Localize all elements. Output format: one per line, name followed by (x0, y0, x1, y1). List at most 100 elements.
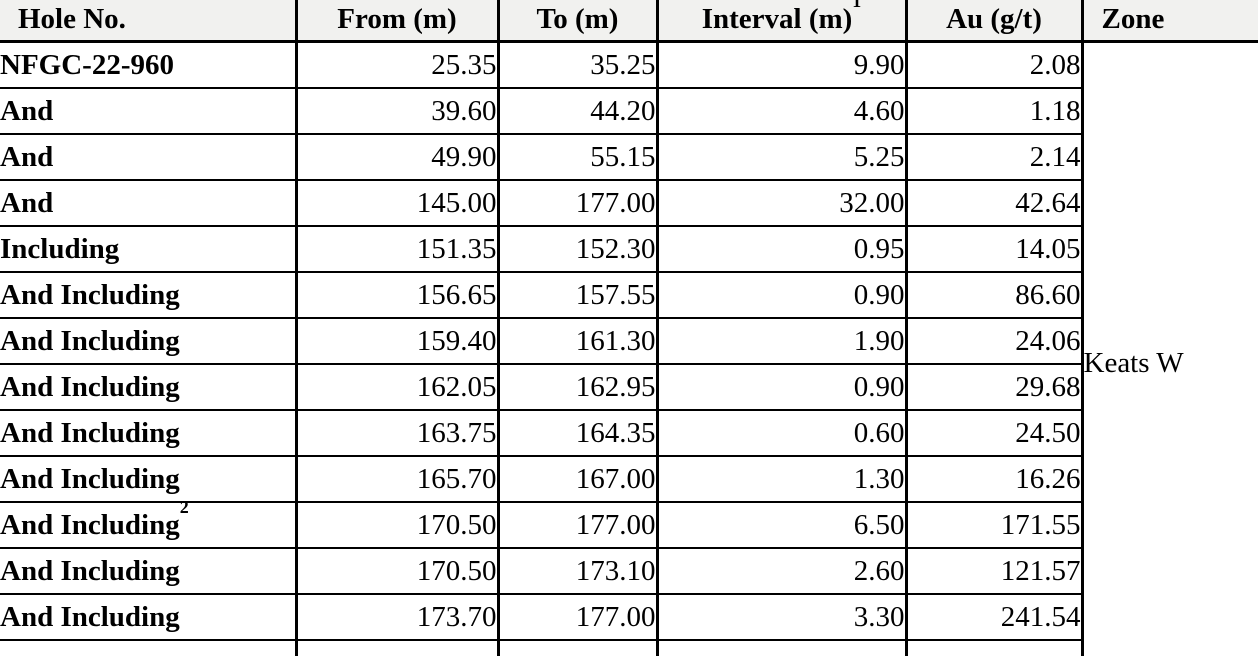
cell-to: 55.15 (496, 133, 659, 181)
cell-interval: 4.60 (655, 87, 908, 135)
cutoff-cell (904, 639, 1084, 656)
table-row: And Including 170.50 173.10 2.60 121.57 (0, 547, 1258, 595)
cutoff-cell (655, 639, 908, 656)
header-cell-interval: Interval (m)1 (655, 0, 908, 43)
cell-to: 44.20 (496, 87, 659, 135)
header-cell-au: Au (g/t) (904, 0, 1084, 43)
header-label: Zone (1101, 2, 1165, 35)
hole-label: And Including (0, 554, 180, 587)
cell-interval: 0.60 (655, 409, 908, 457)
cell-from: 156.65 (294, 271, 500, 319)
hole-label: And Including (0, 416, 180, 449)
table-row: And Including2 170.50 177.00 6.50 171.55 (0, 501, 1258, 549)
cell-from: 151.35 (294, 225, 500, 273)
header-row: Hole No. From (m) To (m) Interval (m)1 Au (g… (0, 0, 1258, 43)
cell-au: 24.50 (904, 409, 1084, 457)
hole-label: And Including (0, 462, 180, 495)
table-row: And Including 163.75 164.35 0.60 24.50 (0, 409, 1258, 457)
cell-hole: And Including (0, 593, 298, 641)
hole-label: And Including (0, 600, 180, 633)
header-cell-hole: Hole No. (0, 0, 298, 43)
table-row: And Including 159.40 161.30 1.90 24.06 (0, 317, 1258, 365)
cell-au: 2.08 (904, 40, 1084, 89)
cell-au: 171.55 (904, 501, 1084, 549)
cell-interval: 1.90 (655, 317, 908, 365)
header-label: Hole No. (18, 2, 126, 35)
cell-au: 121.57 (904, 547, 1084, 595)
cell-interval: 5.25 (655, 133, 908, 181)
hole-label: Including (0, 232, 120, 265)
cell-to: 177.00 (496, 593, 659, 641)
cutoff-cell (294, 639, 500, 656)
cell-from: 25.35 (294, 40, 500, 89)
table-row: And 39.60 44.20 4.60 1.18 (0, 87, 1258, 135)
cell-to: 173.10 (496, 547, 659, 595)
hole-label: And (0, 186, 54, 219)
cell-interval: 0.95 (655, 225, 908, 273)
cell-from: 170.50 (294, 547, 500, 595)
header-label: To (m) (536, 2, 619, 35)
cell-au: 42.64 (904, 179, 1084, 227)
cell-hole: And Including (0, 547, 298, 595)
table-row: And Including 162.05 162.95 0.90 29.68 (0, 363, 1258, 411)
cell-hole: And (0, 133, 298, 181)
cell-au: 14.05 (904, 225, 1084, 273)
table-body: NFGC-22-960 25.35 35.25 9.90 2.08 Keats W And 3… (0, 40, 1258, 656)
cell-to: 161.30 (496, 317, 659, 365)
hole-label: NFGC-22-960 (0, 48, 174, 81)
cell-hole: NFGC-22-960 (0, 40, 298, 89)
cell-au: 24.06 (904, 317, 1084, 365)
cell-to: 157.55 (496, 271, 659, 319)
cell-from: 162.05 (294, 363, 500, 411)
cell-au: 2.14 (904, 133, 1084, 181)
cell-au: 241.54 (904, 593, 1084, 641)
table-row: And Including 156.65 157.55 0.90 86.60 (0, 271, 1258, 319)
cell-hole: And Including2 (0, 501, 298, 549)
hole-label: And (0, 94, 54, 127)
cutoff-row (0, 639, 1258, 656)
header-label: Interval (m) (701, 2, 853, 35)
header-label: From (m) (337, 2, 457, 35)
cell-hole: And (0, 87, 298, 135)
table-row: And Including 173.70 177.00 3.30 241.54 (0, 593, 1258, 641)
cell-hole: And Including (0, 271, 298, 319)
hole-label: And (0, 140, 54, 173)
hole-footnote-marker: 2 (179, 502, 189, 517)
cell-au: 29.68 (904, 363, 1084, 411)
cell-to: 164.35 (496, 409, 659, 457)
header-cell-zone: Zone (1080, 0, 1258, 43)
cell-from: 163.75 (294, 409, 500, 457)
table-row: NFGC-22-960 25.35 35.25 9.90 2.08 Keats W (0, 40, 1258, 656)
zone-cell: Keats W (1080, 40, 1258, 656)
cell-interval: 0.90 (655, 271, 908, 319)
cell-to: 177.00 (496, 179, 659, 227)
cutoff-cell (0, 639, 298, 656)
cell-interval: 9.90 (655, 40, 908, 89)
cell-to: 177.00 (496, 501, 659, 549)
header-cell-from: From (m) (294, 0, 500, 43)
cell-interval: 1.30 (655, 455, 908, 503)
hole-label: And Including (0, 278, 180, 311)
cell-hole: And Including (0, 409, 298, 457)
cell-from: 39.60 (294, 87, 500, 135)
cell-au: 1.18 (904, 87, 1084, 135)
cell-from: 165.70 (294, 455, 500, 503)
cell-from: 159.40 (294, 317, 500, 365)
hole-label: And Including (0, 508, 180, 541)
table-row: And 145.00 177.00 32.00 42.64 (0, 179, 1258, 227)
cell-hole: And Including (0, 363, 298, 411)
header-label: Au (g/t) (946, 2, 1042, 35)
cell-hole: And (0, 179, 298, 227)
hole-label: And Including (0, 370, 180, 403)
cell-from: 170.50 (294, 501, 500, 549)
cell-interval: 3.30 (655, 593, 908, 641)
cell-au: 86.60 (904, 271, 1084, 319)
cell-to: 35.25 (496, 40, 659, 89)
table-row: And 49.90 55.15 5.25 2.14 (0, 133, 1258, 181)
cell-interval: 2.60 (655, 547, 908, 595)
cell-hole: And Including (0, 317, 298, 365)
cutoff-cell (496, 639, 659, 656)
table-row: Including 151.35 152.30 0.95 14.05 (0, 225, 1258, 273)
cell-interval: 6.50 (655, 501, 908, 549)
